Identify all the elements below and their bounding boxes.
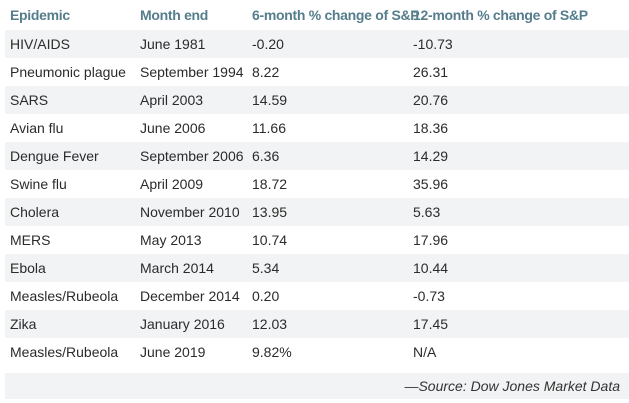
- source-note: —Source: Dow Jones Market Data: [404, 378, 620, 394]
- table-cell: 9.82%: [252, 344, 292, 360]
- table-header-row: Epidemic Month end 6-month % change of S…: [5, 0, 629, 30]
- table-cell: -0.73: [413, 288, 445, 304]
- table-cell: Measles/Rubeola: [10, 288, 119, 304]
- table-row: Measles/Rubeola June 2019 9.82% N/A: [5, 338, 629, 366]
- table-cell: 26.31: [413, 64, 449, 80]
- table-row: Avian flu June 2006 11.66 18.36: [5, 114, 629, 142]
- table-cell: June 1981: [140, 36, 206, 52]
- table-cell: 18.72: [252, 176, 288, 192]
- table-cell: N/A: [413, 344, 437, 360]
- table-row: HIV/AIDS June 1981 -0.20 -10.73: [5, 30, 629, 58]
- table-cell: Ebola: [10, 260, 46, 276]
- table-cell: 14.29: [413, 148, 449, 164]
- source-note-row: —Source: Dow Jones Market Data: [5, 373, 629, 399]
- table-row: Swine flu April 2009 18.72 35.96: [5, 170, 629, 198]
- table-cell: 35.96: [413, 176, 449, 192]
- table-cell: September 1994: [140, 64, 244, 80]
- table-cell: MERS: [10, 232, 51, 248]
- table-cell: May 2013: [140, 232, 202, 248]
- table-cell: -10.73: [413, 36, 453, 52]
- table-cell: 10.74: [252, 232, 288, 248]
- table-cell: Measles/Rubeola: [10, 344, 119, 360]
- column-header-epidemic: Epidemic: [10, 7, 70, 23]
- column-header-6-month-change: 6-month % change of S&P: [252, 7, 420, 23]
- table-cell: June 2006: [140, 120, 206, 136]
- table-cell: 8.22: [252, 64, 280, 80]
- table-cell: September 2006: [140, 148, 244, 164]
- table-cell: 17.96: [413, 232, 449, 248]
- table-cell: Pneumonic plague: [10, 64, 126, 80]
- table-cell: 5.34: [252, 260, 280, 276]
- table-row: Pneumonic plague September 1994 8.22 26.31: [5, 58, 629, 86]
- column-header-12-month-change: 12-month % change of S&P: [413, 7, 588, 23]
- table-cell: January 2016: [140, 316, 225, 332]
- table-cell: Zika: [10, 316, 37, 332]
- table-row: MERS May 2013 10.74 17.96: [5, 226, 629, 254]
- table-cell: Avian flu: [10, 120, 64, 136]
- table-cell: Dengue Fever: [10, 148, 99, 164]
- table-cell: November 2010: [140, 204, 240, 220]
- table-cell: 6.36: [252, 148, 280, 164]
- table-cell: December 2014: [140, 288, 240, 304]
- table-cell: Swine flu: [10, 176, 67, 192]
- table-cell: 0.20: [252, 288, 280, 304]
- table-row: Measles/Rubeola December 2014 0.20 -0.73: [5, 282, 629, 310]
- table-cell: Cholera: [10, 204, 60, 220]
- table-cell: 11.66: [252, 120, 286, 136]
- table-cell: April 2009: [140, 176, 204, 192]
- table-cell: -0.20: [252, 36, 284, 52]
- table-cell: 18.36: [413, 120, 449, 136]
- table-cell: June 2019: [140, 344, 206, 360]
- column-header-month-end: Month end: [140, 7, 209, 23]
- table-cell: 10.44: [413, 260, 449, 276]
- table-cell: HIV/AIDS: [10, 36, 70, 52]
- table-row: Zika January 2016 12.03 17.45: [5, 310, 629, 338]
- table-cell: 14.59: [252, 92, 288, 108]
- table-row: Ebola March 2014 5.34 10.44: [5, 254, 629, 282]
- table-cell: April 2003: [140, 92, 204, 108]
- table-row: SARS April 2003 14.59 20.76: [5, 86, 629, 114]
- table-cell: 5.63: [413, 204, 441, 220]
- table-cell: 20.76: [413, 92, 449, 108]
- table-body: HIV/AIDS June 1981 -0.20 -10.73 Pneumonic pl…: [5, 30, 629, 366]
- table-cell: 17.45: [413, 316, 449, 332]
- table-row: Dengue Fever September 2006 6.36 14.29: [5, 142, 629, 170]
- table-cell: SARS: [10, 92, 49, 108]
- epidemic-sp500-table: Epidemic Month end 6-month % change of S…: [5, 0, 629, 399]
- table-cell: March 2014: [140, 260, 214, 276]
- table-cell: 13.95: [252, 204, 288, 220]
- table-row: Cholera November 2010 13.95 5.63: [5, 198, 629, 226]
- table-cell: 12.03: [252, 316, 288, 332]
